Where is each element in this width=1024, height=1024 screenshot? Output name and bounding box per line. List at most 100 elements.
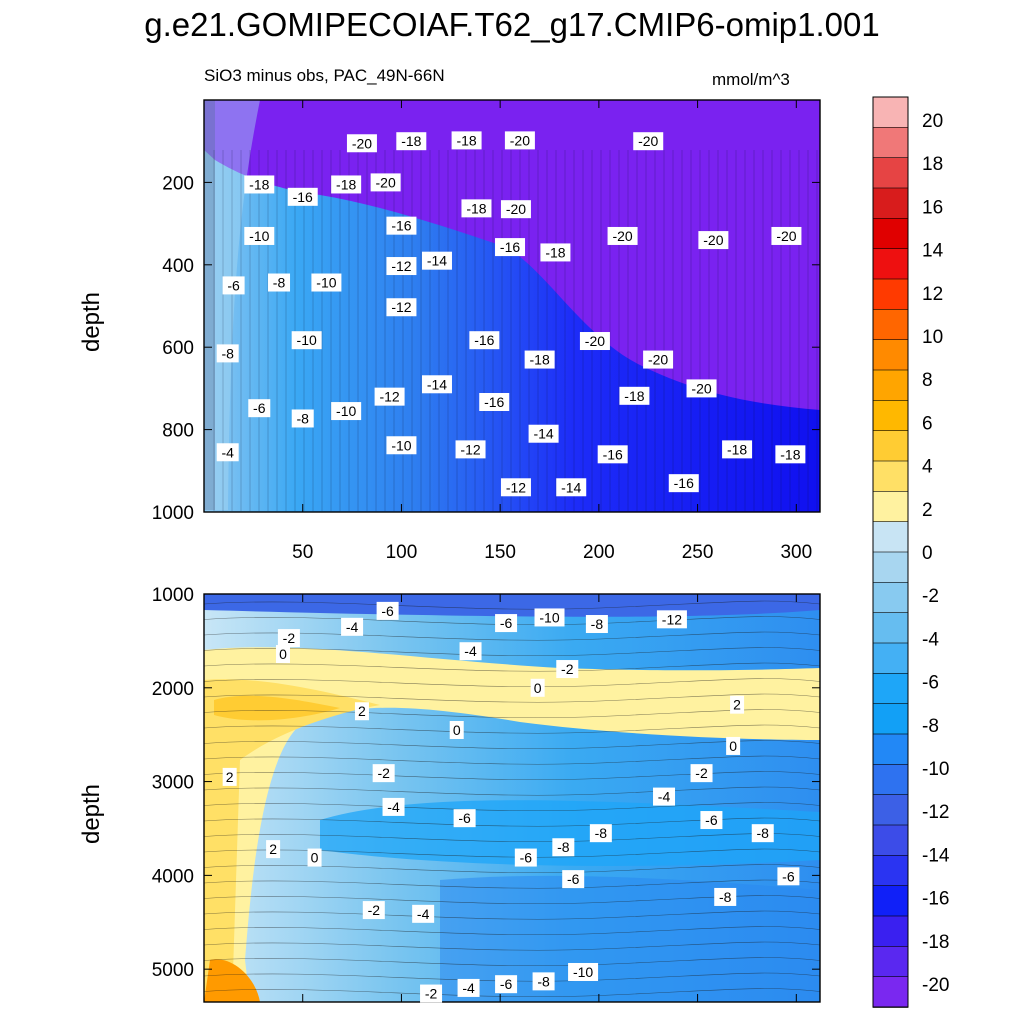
contour-label: -12 (386, 298, 417, 317)
colorbar-swatch (872, 218, 909, 250)
chart-title: g.e21.GOMIPECOIAF.T62_g17.CMIP6-omip1.00… (144, 6, 880, 43)
x-tick-label: 250 (682, 542, 714, 563)
chart-subtitle: SiO3 minus obs, PAC_49N-66N (204, 66, 445, 85)
contour-label-box (585, 615, 608, 634)
contour-label: -10 (331, 402, 362, 421)
contour-line (203, 724, 821, 734)
contour-label-box (222, 276, 245, 295)
contour-label: -20 (504, 131, 535, 150)
contour-label: -14 (556, 478, 587, 497)
contour-label-box (579, 332, 610, 351)
contour-label-box (500, 478, 531, 497)
contour-label-box (420, 984, 443, 1003)
contour-label-box (479, 392, 510, 411)
contour-label-text: -8 (591, 616, 604, 632)
contour-label-box (396, 132, 427, 151)
contour-label: -18 (244, 175, 275, 194)
contour-label: -10 (534, 608, 565, 627)
contour-label-box (552, 838, 575, 857)
colorbar-swatch (872, 673, 909, 705)
contour-label: -18 (722, 440, 753, 459)
colorbar-label: 14 (922, 241, 944, 262)
contour-label-text: -8 (296, 410, 309, 426)
contour-label-box (556, 478, 587, 497)
contour-label-text: -6 (705, 812, 718, 828)
colorbar-swatch (872, 582, 909, 614)
contour-label: -12 (500, 478, 531, 497)
contour-label-text: -14 (427, 253, 447, 269)
bottom-warm-lens (214, 695, 340, 721)
contour-line (203, 988, 821, 998)
contour-label: -2 (556, 660, 579, 679)
colorbar-swatch (872, 885, 909, 917)
contour-label-box (643, 350, 674, 369)
top-edge-shading (204, 100, 215, 510)
contour-label-text: 0 (279, 646, 287, 662)
contour-label-box (589, 824, 612, 843)
contour-label-box (495, 614, 518, 633)
contour-label-box (633, 132, 664, 151)
contour-label: 0 (449, 721, 464, 739)
contour-label: -8 (532, 972, 555, 991)
contour-label: -14 (528, 424, 559, 443)
contour-label: -2 (690, 764, 713, 783)
contour-label-box (686, 379, 717, 398)
contour-label: 2 (266, 840, 281, 859)
contour-label-text: -20 (510, 132, 530, 148)
contour-label-box (461, 199, 492, 218)
contour-label: -12 (656, 610, 687, 629)
colorbar-swatch (872, 309, 909, 341)
contour-label: -20 (686, 379, 717, 398)
colorbar-swatch (872, 460, 909, 493)
contour-label-text: -6 (782, 868, 795, 884)
contour-label-box (354, 702, 369, 721)
contour-label-text: -14 (427, 376, 447, 392)
contour-label-box (266, 840, 281, 859)
units-label: mmol/m^3 (712, 70, 790, 89)
contour-label: -18 (461, 199, 492, 218)
contour-label: -20 (698, 231, 729, 250)
contour-label-text: -18 (249, 176, 269, 192)
colorbar-swatch (872, 642, 909, 675)
contour-label-text: -10 (573, 964, 593, 980)
contour-label-text: -20 (638, 133, 658, 149)
contour-label-text: -18 (545, 244, 565, 260)
contour-label-text: -14 (533, 426, 553, 442)
contour-label-box (530, 678, 545, 697)
contour-label-text: 0 (453, 722, 461, 738)
contour-label-box (451, 131, 482, 150)
contour-label: -10 (386, 436, 417, 455)
colorbar-swatch (872, 521, 909, 553)
contour-label-text: -18 (401, 133, 421, 149)
contour-label-text: -18 (780, 446, 800, 462)
contour-label-box (532, 972, 555, 991)
colorbar-swatch (872, 248, 909, 280)
contour-label-box (495, 238, 526, 257)
contour-label-text: -20 (506, 201, 526, 217)
colorbar-label: 8 (922, 370, 933, 391)
contour-label-text: -4 (658, 789, 671, 805)
contour-label-text: -20 (376, 174, 396, 190)
contour-line (203, 941, 821, 951)
contour-label: -16 (287, 187, 318, 206)
contour-line (203, 740, 821, 750)
contour-label-text: -16 (391, 218, 411, 234)
y-tick-label: 1000 (152, 585, 194, 606)
contour-label-box (771, 226, 802, 245)
contour-label: -10 (291, 331, 322, 350)
contour-label-text: -8 (557, 839, 570, 855)
contour-label-text: -8 (757, 825, 770, 841)
contour-line (203, 693, 821, 703)
contour-label: -6 (495, 975, 518, 994)
contour-label: -6 (495, 614, 518, 633)
contour-label-text: -18 (727, 441, 747, 457)
contour-label-box (216, 443, 239, 462)
contour-line (203, 631, 821, 641)
contour-label-text: -18 (336, 176, 356, 192)
colorbar-label: -4 (922, 629, 939, 650)
contour-label-box (562, 870, 585, 889)
colorbar-label: 18 (922, 154, 943, 175)
contour-label-text: -10 (297, 332, 317, 348)
contour-line (203, 802, 821, 812)
